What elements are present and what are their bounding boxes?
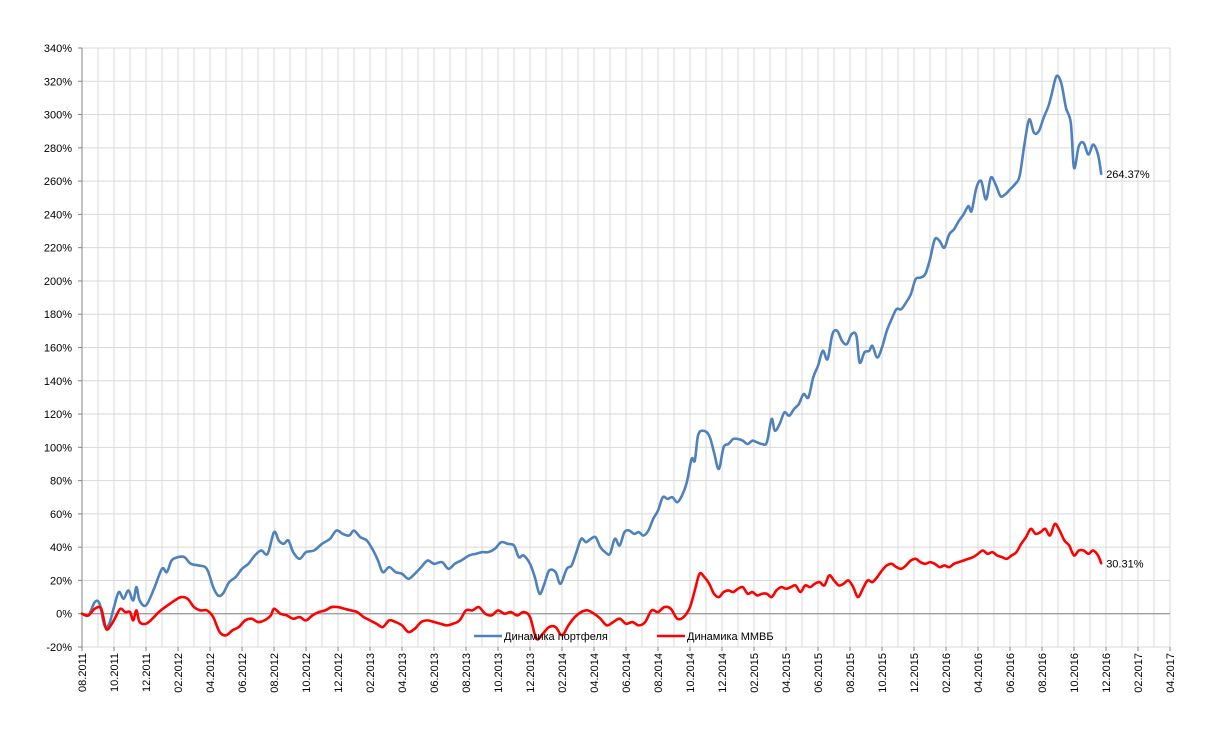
x-tick-label: 02.2014 xyxy=(557,653,569,693)
x-tick-label: 02.2013 xyxy=(365,653,377,693)
x-tick-label: 04.2012 xyxy=(205,653,217,693)
end-value-labels: 264.37% 30.31% xyxy=(1106,169,1150,570)
x-tick-label: 08.2012 xyxy=(269,653,281,693)
x-tick-label: 10.2011 xyxy=(109,653,121,692)
y-tick-label: 240% xyxy=(44,209,72,221)
y-tick-label: 100% xyxy=(44,442,72,454)
x-tick-label: 12.2012 xyxy=(333,653,345,693)
y-tick-label: 60% xyxy=(50,509,72,521)
x-tick-label: 08.2013 xyxy=(461,653,473,693)
legend: Динамика портфеля Динамика ММВБ xyxy=(474,631,774,643)
x-tick-label: 06.2012 xyxy=(237,653,249,693)
legend-label-portfolio: Динамика портфеля xyxy=(504,631,608,643)
x-tick-label: 04.2015 xyxy=(781,653,793,693)
series-line-portfolio xyxy=(80,74,1103,629)
x-tick-label: 12.2016 xyxy=(1101,653,1113,693)
x-tick-label: 10.2015 xyxy=(877,653,889,693)
x-tick-label: 10.2014 xyxy=(685,653,697,693)
x-tick-label: 12.2013 xyxy=(525,653,537,693)
end-value-label-portfolio: 264.37% xyxy=(1106,169,1150,181)
x-tick-label: 04.2016 xyxy=(973,653,985,693)
grid xyxy=(81,47,1171,648)
y-tick-label: 20% xyxy=(50,575,72,587)
x-tick-label: 12.2015 xyxy=(909,653,921,693)
x-tick-label: 12.2014 xyxy=(717,653,729,693)
x-tick-label: 08.2016 xyxy=(1037,653,1049,693)
x-tick-label: 08.2015 xyxy=(845,653,857,693)
y-tick-label: 140% xyxy=(44,376,72,388)
y-tick-label: 0% xyxy=(56,609,72,621)
x-tick-label: 08.2011 xyxy=(77,653,89,692)
x-tick-label: 10.2016 xyxy=(1069,653,1081,693)
x-tick-label: 06.2015 xyxy=(813,653,825,693)
x-tick-label: 12.2011 xyxy=(141,653,153,692)
y-tick-label: -20% xyxy=(46,642,72,654)
axes xyxy=(78,47,1171,651)
x-tick-label: 02.2015 xyxy=(749,653,761,693)
y-tick-label: 160% xyxy=(44,343,72,355)
y-tick-label: 320% xyxy=(44,76,72,88)
x-tick-label: 06.2013 xyxy=(429,653,441,693)
y-tick-label: 260% xyxy=(44,176,72,188)
y-axis-tick-labels: -20% 0% 20% 40% 60% 80% 100% 120% 140% 160% 180% 20… xyxy=(44,43,72,654)
y-tick-label: 280% xyxy=(44,143,72,155)
x-tick-label: 04.2017 xyxy=(1165,653,1177,693)
y-tick-label: 80% xyxy=(50,476,72,488)
y-tick-label: 300% xyxy=(44,110,72,122)
x-tick-label: 02.2012 xyxy=(173,653,185,693)
x-tick-label: 04.2013 xyxy=(397,653,409,693)
x-tick-label: 06.2016 xyxy=(1005,653,1017,693)
series-lines xyxy=(80,74,1103,641)
y-tick-label: 340% xyxy=(44,43,72,55)
x-tick-label: 04.2014 xyxy=(589,653,601,693)
y-tick-label: 180% xyxy=(44,309,72,321)
y-tick-label: 120% xyxy=(44,409,72,421)
x-tick-label: 10.2012 xyxy=(301,653,313,693)
series-line-mmvb xyxy=(80,522,1103,641)
y-tick-label: 220% xyxy=(44,243,72,255)
x-tick-label: 02.2016 xyxy=(941,653,953,693)
x-axis-tick-labels: 08.2011 10.2011 12.2011 02.2012 04.2012 06.20… xyxy=(77,653,1177,693)
y-tick-label: 200% xyxy=(44,276,72,288)
x-tick-label: 06.2014 xyxy=(621,653,633,693)
x-tick-label: 08.2014 xyxy=(653,653,665,693)
x-tick-label: 10.2013 xyxy=(493,653,505,693)
end-value-label-mmvb: 30.31% xyxy=(1106,558,1144,570)
x-tick-label: 02.2017 xyxy=(1133,653,1145,693)
y-tick-label: 40% xyxy=(50,542,72,554)
legend-label-mmvb: Динамика ММВБ xyxy=(687,631,774,643)
